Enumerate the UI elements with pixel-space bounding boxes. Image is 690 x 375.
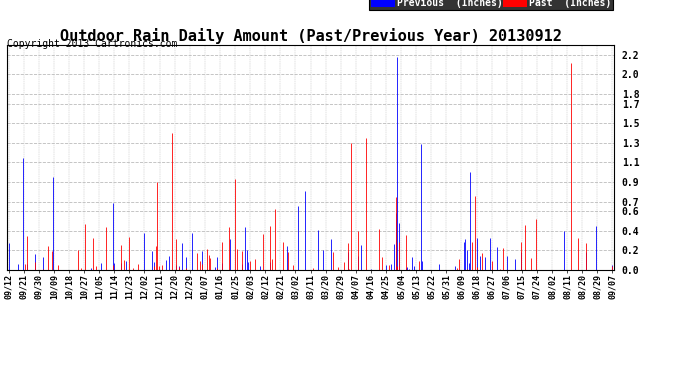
Legend: Previous  (Inches), Past  (Inches): Previous (Inches), Past (Inches) xyxy=(368,0,613,10)
Title: Outdoor Rain Daily Amount (Past/Previous Year) 20130912: Outdoor Rain Daily Amount (Past/Previous… xyxy=(59,28,562,44)
Text: Copyright 2013 Cartronics.com: Copyright 2013 Cartronics.com xyxy=(7,39,177,50)
